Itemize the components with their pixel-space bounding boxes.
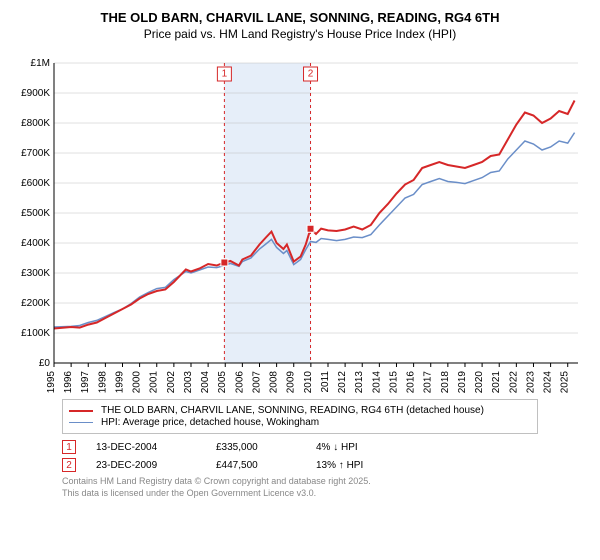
transaction-ref-box: 2 bbox=[62, 458, 76, 472]
svg-text:2022: 2022 bbox=[508, 371, 519, 393]
svg-text:1998: 1998 bbox=[97, 371, 108, 393]
svg-text:£400K: £400K bbox=[21, 238, 50, 249]
legend-label-blue: HPI: Average price, detached house, Woki… bbox=[101, 417, 319, 428]
svg-text:2011: 2011 bbox=[320, 371, 331, 393]
chart-container: £0 £100K £200K £300K £400K £500K £600K £700K £80… bbox=[10, 53, 590, 393]
svg-text:2006: 2006 bbox=[234, 371, 245, 393]
chart-title-block: THE OLD BARN, CHARVIL LANE, SONNING, REA… bbox=[10, 10, 590, 41]
legend-swatch-red bbox=[69, 410, 93, 412]
line-chart: £0 £100K £200K £300K £400K £500K £600K £700K £80… bbox=[10, 53, 590, 393]
svg-text:£900K: £900K bbox=[21, 88, 50, 99]
svg-text:£300K: £300K bbox=[21, 268, 50, 279]
svg-text:2001: 2001 bbox=[149, 371, 160, 393]
attribution-line-1: Contains HM Land Registry data © Crown c… bbox=[62, 476, 538, 488]
svg-text:2016: 2016 bbox=[406, 371, 417, 393]
svg-text:£200K: £200K bbox=[21, 298, 50, 309]
svg-text:1999: 1999 bbox=[114, 371, 125, 393]
svg-text:2: 2 bbox=[308, 69, 314, 80]
transaction-ref: 1 bbox=[66, 442, 72, 453]
svg-text:2025: 2025 bbox=[560, 371, 571, 393]
svg-text:1997: 1997 bbox=[80, 371, 91, 393]
transaction-delta: 4% ↓ HPI bbox=[316, 442, 416, 453]
legend-swatch-blue bbox=[69, 422, 93, 423]
svg-text:2024: 2024 bbox=[543, 371, 554, 393]
transaction-date: 13-DEC-2004 bbox=[96, 442, 216, 453]
svg-text:2012: 2012 bbox=[337, 371, 348, 393]
svg-text:2007: 2007 bbox=[251, 371, 262, 393]
transaction-price: £447,500 bbox=[216, 460, 316, 471]
svg-text:£600K: £600K bbox=[21, 178, 50, 189]
svg-text:2018: 2018 bbox=[440, 371, 451, 393]
svg-text:2019: 2019 bbox=[457, 371, 468, 393]
svg-text:£800K: £800K bbox=[21, 118, 50, 129]
svg-text:2005: 2005 bbox=[217, 371, 228, 393]
svg-text:£500K: £500K bbox=[21, 208, 50, 219]
legend-row-red: THE OLD BARN, CHARVIL LANE, SONNING, REA… bbox=[69, 405, 531, 416]
svg-text:2010: 2010 bbox=[303, 371, 314, 393]
transaction-ref: 2 bbox=[66, 460, 72, 471]
attribution: Contains HM Land Registry data © Crown c… bbox=[62, 476, 538, 499]
legend-row-blue: HPI: Average price, detached house, Woki… bbox=[69, 417, 531, 428]
attribution-line-2: This data is licensed under the Open Gov… bbox=[62, 488, 538, 500]
svg-text:2014: 2014 bbox=[371, 371, 382, 393]
transaction-row: 1 13-DEC-2004 £335,000 4% ↓ HPI bbox=[62, 440, 538, 454]
title-line-2: Price paid vs. HM Land Registry's House … bbox=[10, 27, 590, 41]
svg-text:1996: 1996 bbox=[63, 371, 74, 393]
transaction-delta: 13% ↑ HPI bbox=[316, 460, 416, 471]
transaction-ref-box: 1 bbox=[62, 440, 76, 454]
legend: THE OLD BARN, CHARVIL LANE, SONNING, REA… bbox=[62, 399, 538, 434]
svg-text:2023: 2023 bbox=[525, 371, 536, 393]
svg-text:2013: 2013 bbox=[354, 371, 365, 393]
svg-text:£1M: £1M bbox=[31, 58, 50, 69]
svg-text:2017: 2017 bbox=[423, 371, 434, 393]
svg-text:2015: 2015 bbox=[388, 371, 399, 393]
svg-text:£100K: £100K bbox=[21, 328, 50, 339]
svg-text:2004: 2004 bbox=[200, 371, 211, 393]
svg-text:£700K: £700K bbox=[21, 148, 50, 159]
svg-text:2021: 2021 bbox=[491, 371, 502, 393]
svg-text:£0: £0 bbox=[39, 358, 51, 369]
svg-text:2009: 2009 bbox=[286, 371, 297, 393]
svg-text:1: 1 bbox=[222, 69, 228, 80]
svg-text:2008: 2008 bbox=[269, 371, 280, 393]
svg-text:2003: 2003 bbox=[183, 371, 194, 393]
transaction-row: 2 23-DEC-2009 £447,500 13% ↑ HPI bbox=[62, 458, 538, 472]
legend-label-red: THE OLD BARN, CHARVIL LANE, SONNING, REA… bbox=[101, 405, 484, 416]
transactions-table: 1 13-DEC-2004 £335,000 4% ↓ HPI 2 23-DEC… bbox=[62, 440, 538, 472]
svg-text:2002: 2002 bbox=[166, 371, 177, 393]
transaction-price: £335,000 bbox=[216, 442, 316, 453]
svg-text:1995: 1995 bbox=[46, 371, 57, 393]
transaction-date: 23-DEC-2009 bbox=[96, 460, 216, 471]
title-line-1: THE OLD BARN, CHARVIL LANE, SONNING, REA… bbox=[10, 10, 590, 25]
svg-text:2020: 2020 bbox=[474, 371, 485, 393]
svg-text:2000: 2000 bbox=[132, 371, 143, 393]
